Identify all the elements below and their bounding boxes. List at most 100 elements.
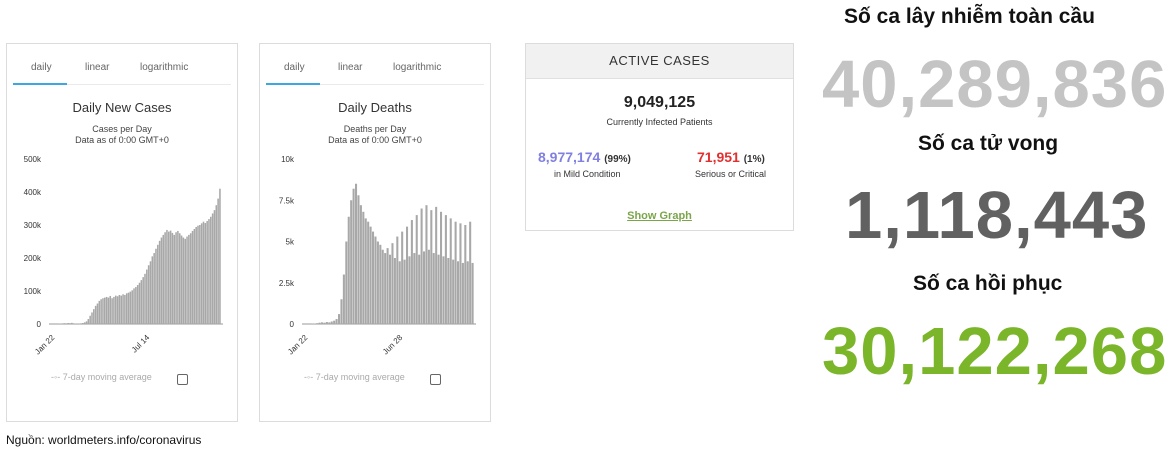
data-bar xyxy=(352,188,355,324)
data-bar xyxy=(193,228,196,324)
data-bar xyxy=(195,226,197,324)
chart-tabs: daily linear logarithmic xyxy=(13,59,231,85)
data-bar xyxy=(67,323,69,324)
data-bar xyxy=(381,249,384,324)
data-bar xyxy=(328,322,331,324)
data-bar xyxy=(116,296,119,324)
legend-label: 7-day moving average xyxy=(315,372,405,382)
legend-moving-average[interactable]: -◦- 7-day moving average xyxy=(304,372,405,382)
data-bar xyxy=(338,314,341,324)
data-bar xyxy=(80,323,82,324)
data-bar xyxy=(330,321,333,324)
data-bar xyxy=(169,230,172,324)
data-bar xyxy=(91,312,93,324)
tab-logarithmic[interactable]: logarithmic xyxy=(393,62,442,73)
tab-linear[interactable]: linear xyxy=(338,62,363,73)
mild-condition-count: 8,977,174 (99%) xyxy=(538,149,631,165)
tab-daily[interactable]: daily xyxy=(31,62,52,73)
data-bar xyxy=(102,298,104,324)
recovered-value: 30,122,268 xyxy=(822,314,1168,389)
data-bar xyxy=(215,205,218,324)
data-bar xyxy=(111,298,113,324)
moving-average-checkbox[interactable] xyxy=(177,374,188,385)
legend-moving-average[interactable]: -◦- 7-day moving average xyxy=(51,372,152,382)
data-bar xyxy=(158,240,161,324)
data-bar xyxy=(164,232,166,324)
data-bar xyxy=(219,188,221,324)
data-bar xyxy=(146,269,148,324)
data-bar xyxy=(369,226,372,324)
x-tick-label: Jan 22 xyxy=(33,333,57,357)
data-bar xyxy=(379,244,382,324)
data-bar xyxy=(316,323,319,324)
data-bar xyxy=(167,231,170,324)
data-bar xyxy=(415,215,418,324)
data-bar xyxy=(367,221,370,324)
data-bar xyxy=(72,323,75,324)
daily-deaths-panel: daily linear logarithmic Daily Deaths De… xyxy=(259,43,491,422)
tabs-divider xyxy=(13,84,231,85)
data-bar xyxy=(430,210,433,324)
data-bar xyxy=(393,258,396,324)
y-tick-label: 200k xyxy=(24,254,42,263)
chart-subtitle: Cases per Day Data as of 0:00 GMT+0 xyxy=(7,124,237,146)
data-bar xyxy=(440,211,443,324)
data-bar xyxy=(350,200,353,324)
data-bar xyxy=(403,259,406,324)
data-bar xyxy=(204,223,207,324)
data-bar xyxy=(89,315,91,324)
data-bar xyxy=(396,236,399,324)
y-tick-label: 5k xyxy=(286,238,295,247)
data-bar xyxy=(162,234,165,324)
data-bar xyxy=(105,296,108,324)
tab-daily[interactable]: daily xyxy=(284,62,305,73)
deaths-value: 1,118,443 xyxy=(845,178,1149,253)
data-bar xyxy=(61,323,64,324)
moving-average-checkbox[interactable] xyxy=(430,374,441,385)
chart-subtitle-line: Data as of 0:00 GMT+0 xyxy=(328,135,422,145)
tab-linear[interactable]: linear xyxy=(85,62,110,73)
data-bar xyxy=(447,258,450,324)
data-bar xyxy=(466,261,469,324)
show-graph-link[interactable]: Show Graph xyxy=(627,210,692,222)
data-bar xyxy=(357,195,360,324)
daily-new-cases-panel: daily linear logarithmic Daily New Cases… xyxy=(6,43,238,422)
data-bar xyxy=(166,229,168,324)
data-bar xyxy=(104,297,106,324)
critical-condition-count: 71,951 (1%) xyxy=(697,149,765,165)
data-bar xyxy=(389,254,392,324)
data-bar xyxy=(208,219,210,324)
y-tick-label: 300k xyxy=(24,221,42,230)
data-bar xyxy=(217,198,219,324)
data-bar xyxy=(180,235,183,324)
x-tick-label: Jan 22 xyxy=(286,333,310,357)
data-bar xyxy=(210,216,212,324)
deaths-label: Số ca tử vong xyxy=(918,132,1059,155)
data-bar xyxy=(335,319,338,324)
data-bar xyxy=(342,274,345,324)
data-bar xyxy=(211,213,214,324)
data-bar xyxy=(452,259,455,324)
data-bar xyxy=(200,223,203,324)
tab-logarithmic[interactable]: logarithmic xyxy=(140,62,189,73)
data-bar xyxy=(442,256,445,324)
data-bar xyxy=(435,206,438,324)
data-bar xyxy=(149,261,152,324)
data-bar xyxy=(151,256,154,324)
data-bar xyxy=(83,322,86,324)
legend-line-icon: -◦- xyxy=(304,372,314,382)
data-bar xyxy=(355,183,358,324)
chart-subtitle-line: Cases per Day xyxy=(92,124,152,134)
recovered-label: Số ca hồi phục xyxy=(913,272,1063,295)
data-bar xyxy=(427,249,430,324)
data-bar xyxy=(182,237,185,324)
data-bar xyxy=(449,218,452,324)
data-bar xyxy=(153,253,155,324)
data-bar xyxy=(372,231,375,324)
data-bar xyxy=(401,231,404,324)
data-bar xyxy=(63,323,66,324)
data-bar xyxy=(138,282,141,324)
legend-label: 7-day moving average xyxy=(62,372,152,382)
data-bar xyxy=(96,303,99,324)
data-bar xyxy=(135,287,137,324)
